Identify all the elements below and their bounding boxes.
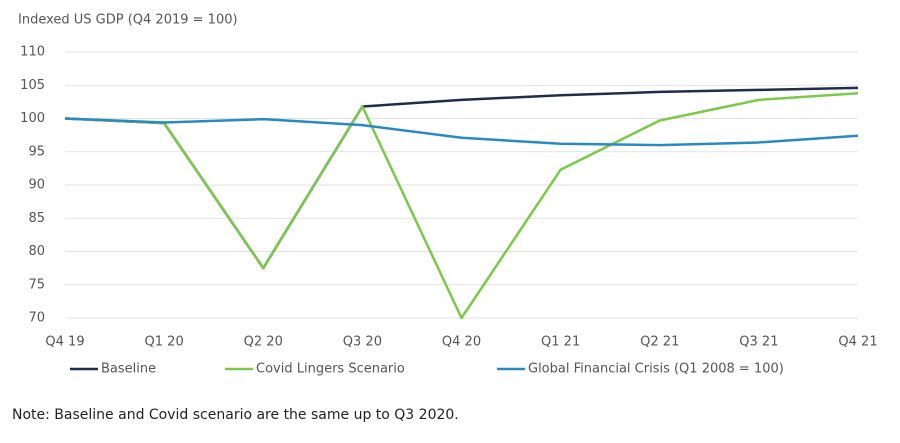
legend-label: Baseline (101, 362, 156, 377)
y-tick-label: 95 (28, 144, 45, 159)
y-tick-label: 90 (28, 178, 45, 193)
y-tick-label: 80 (28, 244, 45, 259)
legend-label: Global Financial Crisis (Q1 2008 = 100) (528, 362, 784, 377)
y-tick-label: 105 (20, 78, 45, 93)
x-tick-label: Q2 21 (640, 335, 679, 350)
x-tick-label: Q1 20 (145, 335, 184, 350)
y-tick-label: 85 (28, 211, 45, 226)
x-tick-label: Q2 20 (244, 335, 283, 350)
series-line (64, 86, 859, 270)
y-tick-label: 70 (28, 311, 45, 326)
y-tick-label: 75 (28, 277, 45, 292)
x-tick-label: Q1 21 (541, 335, 580, 350)
series-line (64, 91, 859, 320)
note: Note: Baseline and Covid scenario are th… (12, 407, 459, 423)
x-tick-label: Q3 21 (739, 335, 778, 350)
y-tick-label: 100 (20, 111, 45, 126)
legend-label: Covid Lingers Scenario (256, 362, 405, 377)
x-tick-label: Q4 20 (442, 335, 481, 350)
series-line (64, 117, 859, 147)
y-tick-label: 110 (20, 45, 45, 60)
x-tick-label: Q4 19 (45, 335, 84, 350)
x-tick-label: Q4 21 (838, 335, 877, 350)
chart-title: Indexed US GDP (Q4 2019 = 100) (18, 13, 238, 28)
x-tick-label: Q3 20 (343, 335, 382, 350)
